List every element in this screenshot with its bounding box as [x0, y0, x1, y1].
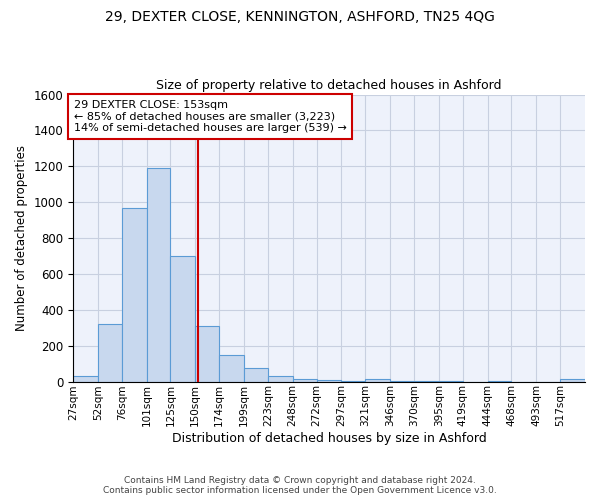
- Y-axis label: Number of detached properties: Number of detached properties: [15, 145, 28, 331]
- Bar: [268, 376, 293, 382]
- Bar: [293, 379, 317, 382]
- Bar: [365, 379, 390, 382]
- Bar: [390, 380, 414, 382]
- Bar: [414, 380, 439, 382]
- Bar: [341, 380, 365, 382]
- Title: Size of property relative to detached houses in Ashford: Size of property relative to detached ho…: [156, 79, 502, 92]
- Text: 29, DEXTER CLOSE, KENNINGTON, ASHFORD, TN25 4QG: 29, DEXTER CLOSE, KENNINGTON, ASHFORD, T…: [105, 10, 495, 24]
- X-axis label: Distribution of detached houses by size in Ashford: Distribution of detached houses by size …: [172, 432, 487, 445]
- Bar: [560, 379, 585, 382]
- Bar: [488, 380, 511, 382]
- Bar: [170, 256, 196, 382]
- Bar: [439, 380, 463, 382]
- Bar: [317, 380, 341, 382]
- Text: Contains HM Land Registry data © Crown copyright and database right 2024.
Contai: Contains HM Land Registry data © Crown c…: [103, 476, 497, 495]
- Text: 29 DEXTER CLOSE: 153sqm
← 85% of detached houses are smaller (3,223)
14% of semi: 29 DEXTER CLOSE: 153sqm ← 85% of detache…: [74, 100, 347, 133]
- Bar: [219, 354, 244, 382]
- Bar: [73, 376, 98, 382]
- Bar: [98, 324, 122, 382]
- Bar: [196, 326, 219, 382]
- Bar: [146, 168, 170, 382]
- Bar: [122, 208, 146, 382]
- Bar: [244, 368, 268, 382]
